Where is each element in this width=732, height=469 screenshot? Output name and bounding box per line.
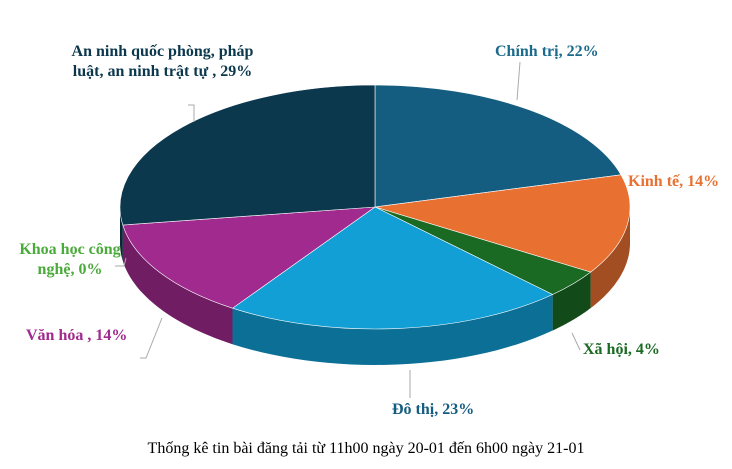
leader-line-chinh-tri	[516, 61, 521, 101]
slice-chính-trị	[374, 84, 622, 208]
slice-side-an-ninh-quốc-phòng,-pháp-luật,-an-ninh-trật-tự	[120, 207, 123, 261]
label-van-hoa: Văn hóa , 14%	[26, 327, 128, 344]
label-chinh-tri: Chính trị, 22%	[495, 43, 599, 60]
slice-kinh-tế	[374, 174, 631, 273]
label-kinh-te: Kinh tế, 14%	[628, 173, 720, 190]
chart-caption: Thống kê tin bài đăng tải từ 11h00 ngày …	[147, 440, 585, 457]
label-do-thi: Đô thị, 23%	[392, 401, 475, 418]
leader-line-van-hoa	[140, 317, 163, 359]
leader-line-xa-hoi	[571, 332, 581, 351]
label-xa-hoi: Xã hội, 4%	[583, 341, 660, 358]
slice-side-đô-thị	[232, 294, 553, 365]
slice-văn-hóa	[122, 206, 377, 309]
label-an-ninh: An ninh quốc phòng, pháp luật, an ninh t…	[71, 43, 254, 80]
label-khoa-hoc-cong-nghe: Khoa học công nghệ, 0%	[19, 241, 121, 278]
slice-đô-thị	[231, 206, 554, 330]
slice-side-xã-hội	[552, 272, 591, 331]
slice-an-ninh-quốc-phòng,-pháp-luật,-an-ninh-trật-tự	[119, 84, 376, 226]
leader-line-khoa-hoc	[115, 257, 127, 267]
leader-line-an-ninh	[188, 104, 195, 122]
slice-side-kinh-tế	[590, 207, 630, 309]
